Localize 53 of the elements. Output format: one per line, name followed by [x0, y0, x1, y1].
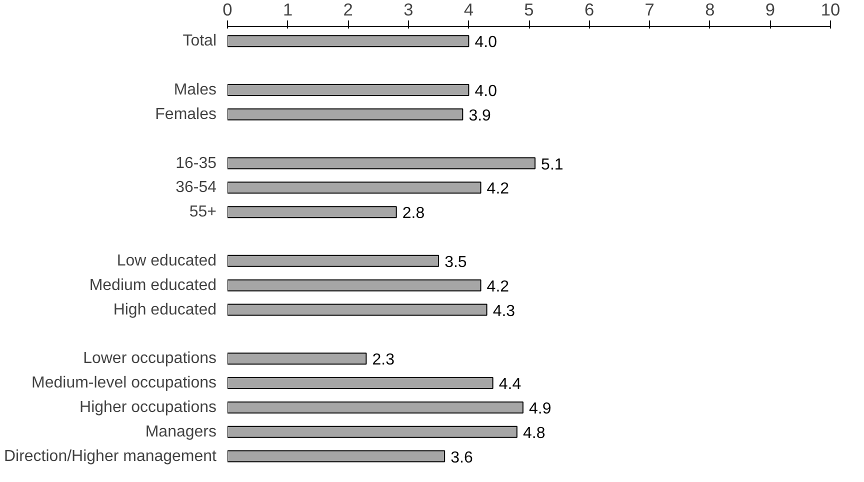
x-tick-label: 2: [343, 0, 353, 20]
bar: [228, 182, 482, 194]
y-tick-label: Females: [155, 106, 217, 123]
data-label: 4.0: [474, 82, 498, 100]
data-label: 4.4: [498, 376, 522, 394]
bar: [228, 35, 470, 48]
data-label: 5.1: [541, 156, 564, 174]
bar: [228, 108, 464, 120]
y-tick-label: Medium educated: [89, 276, 216, 294]
y-tick-label: High educated: [113, 301, 216, 318]
y-tick-label: Managers: [145, 423, 217, 440]
bar: [228, 352, 367, 365]
x-tick-label: 5: [524, 0, 534, 20]
x-tick-label: 7: [644, 0, 654, 20]
data-label: 2.8: [402, 205, 425, 222]
bar: [228, 401, 524, 414]
x-tick-label: 4: [464, 0, 474, 20]
y-tick-label: 16-35: [176, 154, 217, 172]
bar: [228, 84, 470, 96]
data-label: 4.0: [474, 34, 498, 52]
y-tick-label: Direction/Higher management: [4, 448, 218, 465]
y-tick-label: Medium-level occupations: [32, 374, 217, 392]
data-label: 4.2: [486, 278, 510, 296]
bar: [228, 426, 518, 438]
data-label: 4.3: [492, 302, 516, 320]
data-label: 4.8: [522, 424, 546, 442]
y-tick-label: Total: [182, 32, 216, 50]
y-tick-label: Higher occupations: [80, 398, 216, 416]
bar: [228, 206, 397, 218]
bar: [228, 157, 536, 170]
data-label: 4.2: [486, 180, 510, 198]
bar: [228, 377, 494, 390]
data-label: 3.9: [468, 107, 492, 124]
bar: [228, 304, 488, 316]
x-tick-label: 0: [222, 0, 232, 20]
x-tick-label: 6: [584, 0, 594, 20]
y-tick-label: Males: [174, 81, 217, 98]
bar: [228, 450, 446, 462]
y-tick-label: 55+: [189, 204, 216, 221]
data-label: 2.3: [372, 352, 395, 369]
x-tick-label: 3: [404, 0, 414, 20]
y-tick-label: 36-54: [176, 179, 217, 196]
y-tick-label: Low educated: [116, 252, 217, 270]
y-tick-label: Lower occupations: [83, 350, 217, 368]
x-tick-label: 1: [282, 0, 293, 20]
bar: [228, 254, 440, 267]
x-tick-label: 10: [820, 0, 840, 20]
x-tick-label: 8: [705, 0, 715, 20]
bar: [228, 279, 482, 292]
x-tick-label: 9: [765, 0, 776, 20]
data-label: 4.9: [529, 400, 552, 418]
data-label: 3.6: [450, 449, 473, 466]
data-label: 3.5: [444, 254, 467, 271]
